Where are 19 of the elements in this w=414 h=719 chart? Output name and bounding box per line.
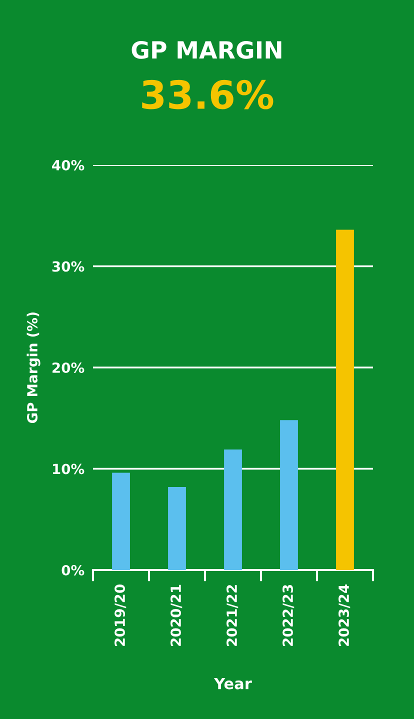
y-tick-label: 40% <box>52 160 84 170</box>
bar <box>224 450 242 570</box>
x-tick-label: 2020/21 <box>170 584 182 646</box>
x-tick-label: 2021/22 <box>226 585 238 646</box>
bar <box>168 486 186 570</box>
y-tick-label: 30% <box>52 261 84 272</box>
y-tick-label: 10% <box>52 464 84 474</box>
bar <box>336 230 354 570</box>
x-tick-label: 2019/20 <box>114 584 126 646</box>
y-tick-label: 0% <box>62 564 84 576</box>
bar <box>280 420 298 570</box>
bar <box>112 472 130 570</box>
y-tick-label: 20% <box>52 362 84 373</box>
x-axis-title: Year <box>214 678 252 690</box>
y-axis-title: GP Margin (%) <box>26 312 40 424</box>
x-tick-label: 2023/24 <box>338 584 350 646</box>
chart-subtitle: 33.6% <box>142 80 274 110</box>
chart-title: GP MARGIN <box>132 40 282 59</box>
x-tick-label: 2022/23 <box>282 584 294 646</box>
